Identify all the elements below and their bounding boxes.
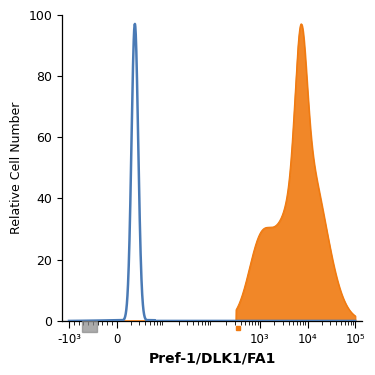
- Bar: [82, 321, 97, 332]
- Y-axis label: Relative Cell Number: Relative Cell Number: [10, 102, 23, 234]
- X-axis label: Pref-1/DLK1/FA1: Pref-1/DLK1/FA1: [148, 351, 276, 365]
